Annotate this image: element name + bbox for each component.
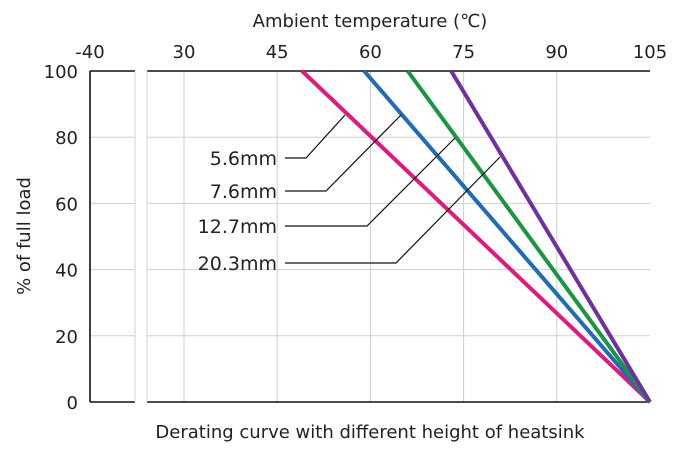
series-lines [300, 69, 652, 404]
x-tick-label: 75 [452, 42, 475, 63]
series-labels: 5.6mm 7.6mm 12.7mm 20.3mm [198, 114, 501, 275]
series-label: 20.3mm [198, 253, 277, 275]
series-label: 7.6mm [210, 181, 277, 203]
x-axis-label: Ambient temperature (℃) [253, 11, 488, 32]
y-tick-labels: 0 20 40 60 80 100 [44, 62, 78, 414]
series-line-7.6mm [362, 69, 652, 404]
series-label: 12.7mm [198, 216, 277, 238]
grid [90, 71, 650, 402]
x-tick-label: 105 [633, 42, 667, 63]
x-tick-label: 60 [359, 42, 382, 63]
series-label: 5.6mm [210, 148, 277, 170]
x-tick-label: 90 [545, 42, 568, 63]
x-tick-label: 45 [266, 42, 289, 63]
x-tick-label: -40 [75, 42, 104, 63]
chart-caption: Derating curve with different height of … [155, 422, 585, 443]
y-tick-label: 100 [44, 62, 78, 83]
series-line-20.3mm [449, 69, 652, 404]
y-tick-label: 20 [55, 327, 78, 348]
leader-line [285, 137, 456, 227]
leader-line [285, 156, 501, 264]
plot-frame [89, 70, 650, 403]
leader-line [285, 114, 346, 159]
y-tick-label: 80 [55, 128, 78, 149]
series-line-5.6mm [300, 69, 652, 404]
x-tick-labels: -40 30 45 60 75 90 105 [75, 42, 667, 63]
y-tick-label: 60 [55, 194, 78, 215]
y-tick-label: 40 [55, 261, 78, 282]
leader-line [285, 114, 402, 192]
series-line-12.7mm [406, 69, 652, 404]
x-tick-label: 30 [173, 42, 196, 63]
y-tick-label: 0 [67, 393, 78, 414]
y-axis-label: % of full load [14, 177, 35, 295]
